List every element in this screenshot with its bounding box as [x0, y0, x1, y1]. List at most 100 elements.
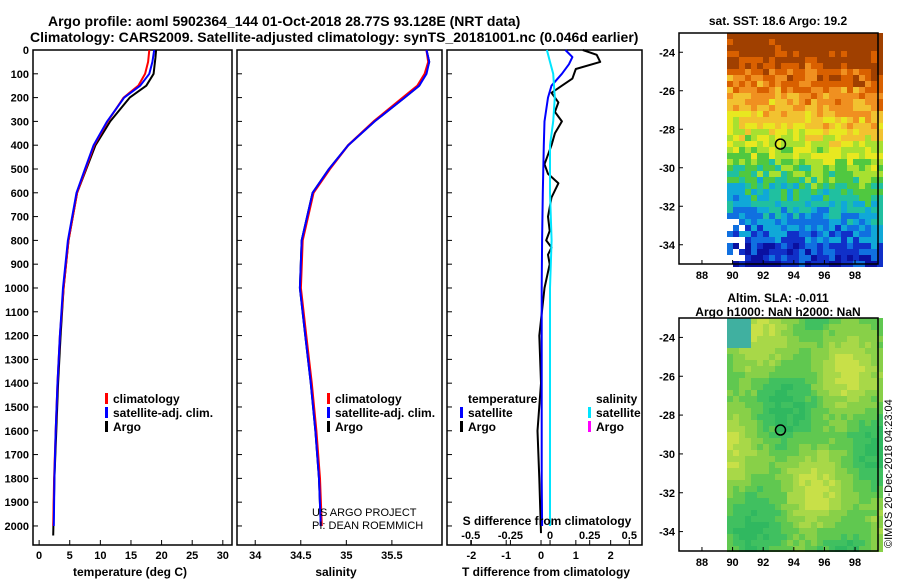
map-y-tick-label: -26 [659, 86, 675, 98]
map-cell [847, 141, 853, 147]
map-cell [817, 372, 823, 378]
map-cell [841, 480, 847, 486]
map-cell [859, 492, 865, 498]
map-cell [775, 342, 781, 348]
y-tick-label: 200 [11, 93, 29, 105]
map-cell [769, 522, 775, 528]
map-cell [817, 153, 823, 159]
map-cell [751, 189, 757, 195]
map-cell [775, 360, 781, 366]
map-cell [769, 342, 775, 348]
map-cell [739, 51, 745, 57]
map-cell [787, 444, 793, 450]
map-cell [811, 330, 817, 336]
map-cell [853, 219, 859, 225]
map-cell [769, 408, 775, 414]
map-cell [793, 249, 799, 255]
map-cell [733, 390, 739, 396]
map-cell [871, 231, 877, 237]
map-cell [751, 396, 757, 402]
map-cell [805, 480, 811, 486]
map-cell [751, 105, 757, 111]
map-cell [787, 219, 793, 225]
map-cell [739, 147, 745, 153]
map-cell [727, 111, 733, 117]
map-cell [793, 45, 799, 51]
map-cell [841, 159, 847, 165]
map-cell [763, 546, 769, 552]
map-cell [751, 414, 757, 420]
map-cell [811, 111, 817, 117]
map-cell [757, 219, 763, 225]
map-cell [877, 135, 883, 141]
map-cell [805, 468, 811, 474]
map-cell [757, 69, 763, 75]
map-cell [745, 474, 751, 480]
map-cell [793, 207, 799, 213]
map-cell [811, 408, 817, 414]
map-cell [793, 123, 799, 129]
map-cell [733, 81, 739, 87]
map-cell [739, 480, 745, 486]
map-cell [733, 183, 739, 189]
map-cell [799, 243, 805, 249]
map-cell [775, 510, 781, 516]
map-cell [811, 480, 817, 486]
map-cell [769, 39, 775, 45]
map-cell [805, 546, 811, 552]
map-cell [799, 468, 805, 474]
map-cell [811, 384, 817, 390]
map-cell [781, 354, 787, 360]
map-cell [745, 378, 751, 384]
legend-swatch-t-satellite [460, 407, 463, 418]
map-cell [769, 324, 775, 330]
map-cell [859, 57, 865, 63]
map-cell [847, 450, 853, 456]
map-cell [835, 177, 841, 183]
map-cell [817, 87, 823, 93]
map-cell [757, 153, 763, 159]
map-cell [811, 396, 817, 402]
map-cell [811, 444, 817, 450]
map-cell [787, 324, 793, 330]
map-cell [745, 201, 751, 207]
map-cell [733, 432, 739, 438]
map-y-tick-label: -32 [659, 488, 675, 500]
map-cell [817, 195, 823, 201]
map-cell [871, 183, 877, 189]
map-x-tick-label: 96 [818, 270, 830, 282]
map-cell [751, 63, 757, 69]
map-cell [871, 93, 877, 99]
map-cell [793, 99, 799, 105]
map-cell [835, 39, 841, 45]
map-cell [745, 540, 751, 546]
map-cell [823, 117, 829, 123]
map-cell [799, 402, 805, 408]
map-cell [829, 189, 835, 195]
map-cell [769, 402, 775, 408]
map-cell [841, 195, 847, 201]
map-cell [769, 171, 775, 177]
map-cell [865, 75, 871, 81]
map-cell [811, 231, 817, 237]
map-cell [835, 153, 841, 159]
map-cell [811, 510, 817, 516]
map-cell [865, 63, 871, 69]
temperature-climatology-line [52, 49, 151, 527]
map-cell [865, 129, 871, 135]
legend-label-s-satellite: satellite [596, 406, 641, 420]
map-x-tick-label: 98 [849, 557, 861, 569]
map-cell [763, 219, 769, 225]
map-cell [763, 135, 769, 141]
map-cell [787, 123, 793, 129]
map-cell [847, 45, 853, 51]
map-cell [859, 111, 865, 117]
map-cell [877, 123, 883, 129]
map-cell [871, 123, 877, 129]
map-cell [829, 540, 835, 546]
map-cell [823, 189, 829, 195]
map-cell [859, 225, 865, 231]
map-cell [769, 474, 775, 480]
map-cell [865, 231, 871, 237]
map-cell [853, 408, 859, 414]
